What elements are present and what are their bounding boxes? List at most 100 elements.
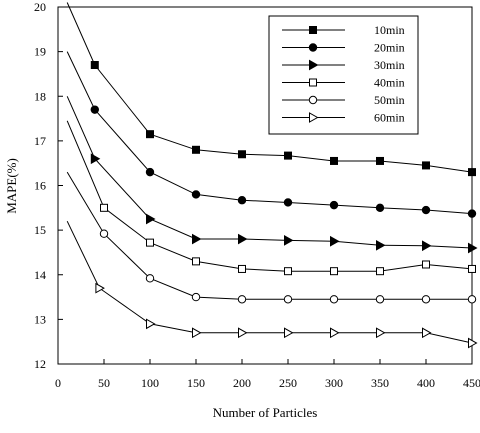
data-point [422, 161, 430, 170]
data-point [237, 196, 247, 205]
series-60min [66, 220, 478, 349]
data-point [468, 242, 478, 254]
data-point [284, 267, 292, 276]
data-point [283, 295, 293, 304]
data-point [192, 145, 200, 154]
x-tick-label: 0 [55, 376, 61, 390]
x-tick-label: 300 [325, 376, 343, 390]
data-point [422, 240, 432, 252]
x-tick-label: 400 [417, 376, 435, 390]
series-line [66, 220, 473, 344]
x-tick-label: 450 [463, 376, 480, 390]
y-tick-label: 14 [34, 268, 46, 282]
data-point [375, 203, 385, 213]
data-point [330, 156, 338, 165]
x-axis-label: Number of Particles [213, 405, 318, 420]
data-point [146, 238, 154, 247]
data-point [421, 205, 431, 215]
data-point [146, 318, 156, 330]
data-point [468, 337, 478, 349]
y-tick-label: 20 [34, 0, 46, 14]
data-point [330, 327, 340, 339]
data-point [284, 235, 294, 246]
series-line [66, 96, 473, 249]
series-40min [66, 120, 476, 276]
series-20min [66, 51, 477, 218]
data-point [284, 151, 292, 160]
data-point [329, 295, 339, 304]
data-point [90, 153, 101, 165]
data-point [468, 168, 476, 177]
data-point [421, 295, 431, 304]
data-point [238, 264, 246, 273]
y-tick-label: 19 [34, 45, 46, 59]
legend-label: 10min [374, 23, 405, 37]
legend-marker [309, 78, 317, 87]
y-tick-label: 13 [34, 312, 46, 326]
data-point [376, 239, 386, 251]
data-point [467, 295, 477, 304]
series-line [66, 51, 473, 215]
y-tick-label: 16 [34, 179, 46, 193]
data-point [237, 295, 247, 304]
y-tick-label: 15 [34, 223, 46, 237]
legend-marker [308, 95, 318, 105]
legend: 10min 20min 30min 40min 50min 60min [268, 15, 419, 135]
data-point [99, 229, 109, 238]
series-line [66, 120, 473, 272]
x-tick-label: 350 [371, 376, 389, 390]
legend-box [268, 15, 419, 135]
data-point [90, 61, 99, 70]
data-point [422, 260, 430, 269]
series-line [66, 171, 472, 300]
legend-marker [309, 59, 319, 71]
data-point [238, 150, 246, 159]
data-point [145, 167, 155, 177]
legend-marker [308, 43, 318, 52]
data-point [146, 130, 154, 139]
legend-label: 60min [374, 111, 405, 125]
data-point [90, 105, 100, 114]
data-point [191, 190, 201, 199]
data-point [145, 274, 155, 283]
y-tick-label: 18 [34, 89, 46, 103]
data-point [283, 198, 293, 207]
y-axis-ticks: 12 13 14 15 16 17 18 19 20 [34, 0, 63, 371]
x-tick-label: 200 [233, 376, 251, 390]
x-tick-label: 100 [141, 376, 159, 390]
data-point [95, 282, 105, 294]
data-point [376, 156, 384, 165]
data-point [191, 292, 201, 302]
data-point [192, 233, 202, 245]
data-point [192, 257, 200, 266]
data-point [330, 267, 338, 276]
series-10min [66, 2, 476, 177]
legend-label: 40min [374, 76, 405, 90]
legend-marker [309, 112, 319, 123]
data-point [329, 200, 339, 210]
data-point [238, 327, 248, 339]
legend-label: 30min [374, 58, 405, 72]
y-tick-label: 17 [34, 134, 46, 148]
data-point [376, 327, 386, 339]
data-point [422, 327, 432, 339]
legend-label: 20min [374, 41, 405, 55]
data-point [467, 209, 477, 218]
data-point [146, 213, 156, 225]
y-tick-label: 12 [34, 357, 46, 371]
data-point [284, 327, 294, 339]
series-30min [66, 96, 478, 254]
data-point [100, 203, 108, 212]
data-point [468, 264, 476, 273]
legend-marker [309, 26, 317, 34]
series-layer [66, 2, 478, 349]
x-tick-label: 150 [187, 376, 205, 390]
data-point [330, 235, 340, 247]
series-50min [66, 171, 477, 304]
legend-label: 50min [374, 93, 405, 107]
data-point [238, 233, 248, 245]
data-point [376, 267, 384, 276]
series-line [66, 2, 473, 173]
